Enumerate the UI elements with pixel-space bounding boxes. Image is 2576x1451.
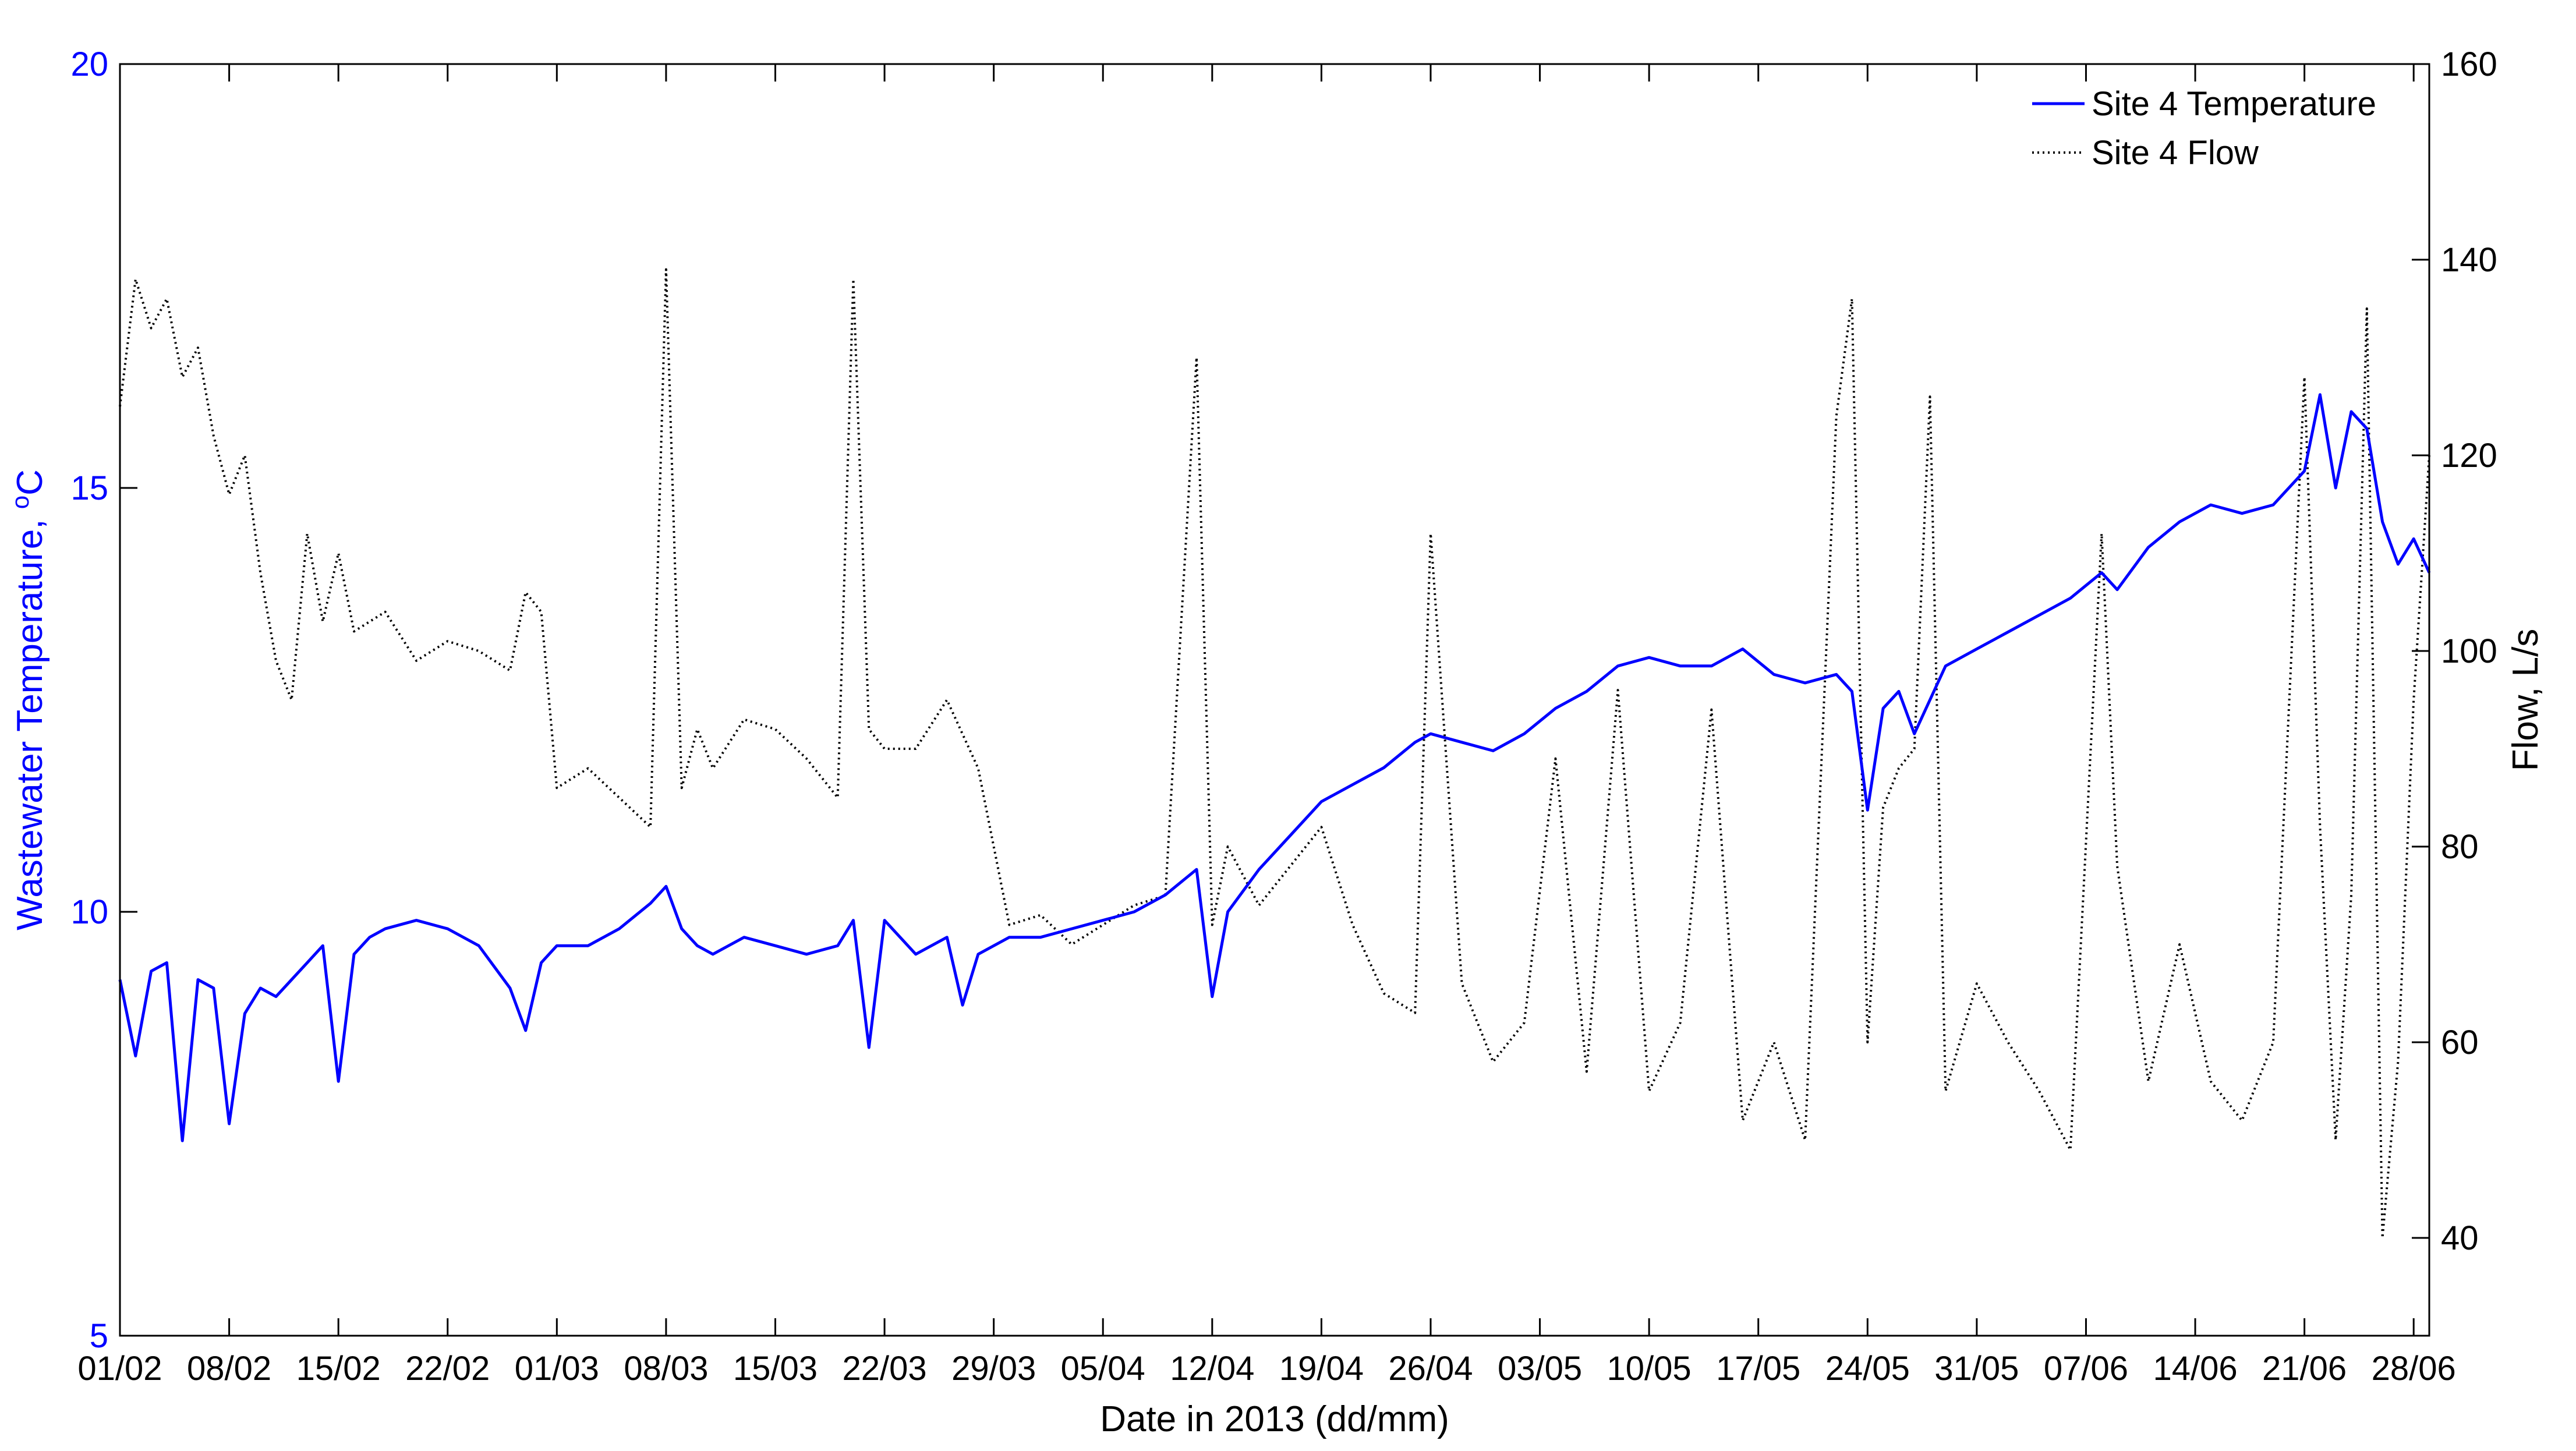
y-axis-left-title-superscript: o [6, 496, 34, 509]
x-tick-label: 03/05 [1498, 1350, 1582, 1388]
y-left-tick-label: 15 [70, 469, 108, 507]
plot-frame [119, 63, 2430, 1337]
x-tick-label: 21/06 [2262, 1350, 2347, 1388]
x-tick-label: 28/06 [2372, 1350, 2456, 1388]
y-right-tick-label: 100 [2441, 632, 2497, 670]
y-left-tick-label: 10 [70, 893, 108, 931]
y-axis-left-title-main: Wastewater Temperature, [10, 509, 50, 930]
y-right-tick-label: 40 [2441, 1219, 2479, 1257]
y-right-tick-label: 160 [2441, 45, 2497, 83]
x-tick-label: 01/03 [515, 1350, 599, 1388]
x-axis-ticks: 01/02 08/02 15/02 22/02 01/03 08/03 15/03 22/03… [77, 64, 2456, 1388]
x-tick-label: 10/05 [1607, 1350, 1692, 1388]
y-right-tick-label: 140 [2441, 241, 2497, 279]
series-line-temperature [118, 393, 2431, 1142]
x-tick-label: 05/04 [1061, 1350, 1145, 1388]
y-axis-left-ticks: 5 10 15 20 [70, 45, 137, 1355]
y-axis-right-ticks: 40 60 80 100 120 140 160 [2412, 45, 2497, 1257]
legend: Site 4 Temperature Site 4 Flow [2032, 85, 2376, 172]
x-tick-label: 19/04 [1279, 1350, 1364, 1388]
x-tick-label: 14/06 [2153, 1350, 2237, 1388]
legend-label-temperature: Site 4 Temperature [2092, 85, 2376, 123]
x-tick-label: 24/05 [1825, 1350, 1910, 1388]
x-tick-label: 01/02 [77, 1350, 162, 1388]
y-axis-left-title-unit: C [10, 469, 50, 496]
legend-label-flow: Site 4 Flow [2092, 134, 2259, 172]
y-right-tick-label: 80 [2441, 828, 2479, 866]
x-tick-label: 26/04 [1388, 1350, 1473, 1388]
y-axis-right-title: Flow, L/s [2506, 629, 2546, 771]
x-tick-label: 22/03 [842, 1350, 926, 1388]
x-tick-label: 08/03 [624, 1350, 708, 1388]
x-tick-label: 22/02 [405, 1350, 490, 1388]
x-tick-label: 12/04 [1170, 1350, 1254, 1388]
y-left-tick-label: 20 [70, 45, 108, 83]
x-axis-title: Date in 2013 (dd/mm) [1100, 1399, 1449, 1439]
x-tick-label: 08/02 [187, 1350, 271, 1388]
x-tick-label: 31/05 [1934, 1350, 2019, 1388]
y-axis-left-title: Wastewater Temperature, oC [6, 469, 51, 930]
x-tick-label: 15/02 [296, 1350, 381, 1388]
x-tick-label: 15/03 [733, 1350, 818, 1388]
x-tick-label: 07/06 [2044, 1350, 2128, 1388]
plot-series [118, 268, 2431, 1239]
series-line-flow [119, 268, 2430, 1239]
y-right-tick-label: 120 [2441, 437, 2497, 475]
y-left-tick-label: 5 [90, 1317, 108, 1355]
x-tick-label: 17/05 [1716, 1350, 1800, 1388]
y-right-tick-label: 60 [2441, 1024, 2479, 1061]
x-tick-label: 29/03 [951, 1350, 1036, 1388]
